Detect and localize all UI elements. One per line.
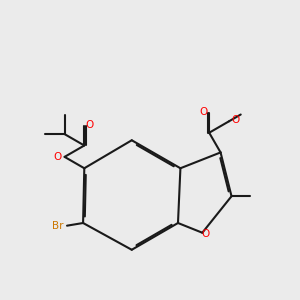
Text: Br: Br	[52, 221, 63, 231]
Text: O: O	[199, 107, 207, 117]
Text: O: O	[54, 152, 62, 162]
Text: O: O	[232, 115, 240, 125]
Text: O: O	[201, 229, 210, 239]
Text: O: O	[85, 120, 94, 130]
